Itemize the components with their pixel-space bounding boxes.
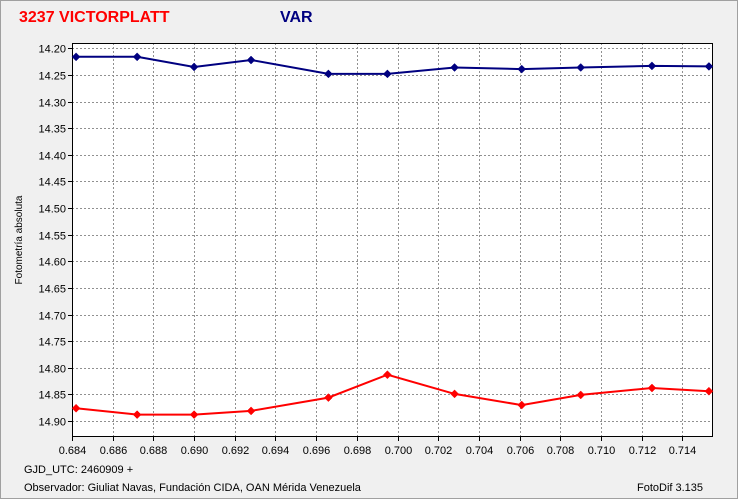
chart-svg: 14.20 14.25 14.30 14.35 14.40 14.45 14.50 14.55… [14,43,714,457]
y-tick-label: 14.20 [38,44,66,56]
x-tick-label: 0.700 [385,445,413,457]
x-tick-label: 0.696 [303,445,331,457]
x-tick-label: 0.688 [140,445,168,457]
chart-subtitle: VAR [280,9,313,26]
series-1-point [704,62,714,71]
y-tick-label: 14.25 [38,71,66,83]
gjd-label: GJD_UTC: 2460909 + [24,464,134,476]
series-1-point [246,55,256,65]
x-tick-label: 0.698 [344,445,372,457]
y-axis-label: Fotometría absoluta [14,195,25,284]
x-tick-label: 0.686 [100,445,128,457]
series-2-point [450,389,459,399]
x-tick-label: 0.706 [507,445,535,457]
y-tick-label: 14.30 [38,98,66,110]
y-tick-label: 14.65 [38,284,66,296]
series-2-point [132,410,142,419]
series-1-point [189,62,199,72]
y-tick-label: 14.70 [38,311,66,323]
y-tick-label: 14.85 [38,390,66,402]
series-2-point [189,410,199,419]
software-label: FotoDif 3.135 [637,482,704,494]
series-2-point [517,400,527,410]
y-tick-label: 14.35 [38,124,66,136]
plot-area [72,43,713,437]
x-tick-label: 0.712 [629,445,657,457]
x-tick-label: 0.694 [262,445,290,457]
series-2-point [383,370,392,380]
y-tick-label: 14.60 [38,257,66,269]
series-2-point [647,383,657,393]
y-tick-label: 14.80 [38,364,66,376]
series-2-point [246,406,256,416]
y-tick-label: 14.45 [38,177,66,189]
plot-border [72,43,713,437]
series-1-point [132,52,142,62]
x-tick-label: 0.708 [547,445,575,457]
series-2-point [324,393,333,402]
series-1-point [324,69,333,79]
y-tick-label: 14.75 [38,337,66,349]
x-tick-label: 0.690 [181,445,209,457]
series-2-point [576,390,586,400]
series-2-point [71,403,81,413]
x-tick-label: 0.704 [466,445,494,457]
series-1-point [647,61,657,71]
series-1-point [517,64,527,74]
series-2-point [704,386,714,396]
series-1-point [576,63,586,72]
observer-label: Observador: Giuliat Navas, Fundación CID… [24,482,361,494]
x-tick-label: 0.692 [222,445,250,457]
x-tick-label: 0.684 [59,445,87,457]
y-tick-label: 14.55 [38,231,66,243]
y-tick-label: 14.90 [38,417,66,429]
x-tick-label: 0.710 [588,445,616,457]
x-tick-label: 0.702 [425,445,453,457]
y-tick-label: 14.50 [38,204,66,216]
y-tick-label: 14.40 [38,151,66,163]
x-tick-label: 0.714 [669,445,697,457]
series-1-point [383,69,392,79]
series-1-point [450,63,459,72]
chart-title: 3237 VICTORPLATT [19,9,170,26]
series-1-point [71,52,81,62]
